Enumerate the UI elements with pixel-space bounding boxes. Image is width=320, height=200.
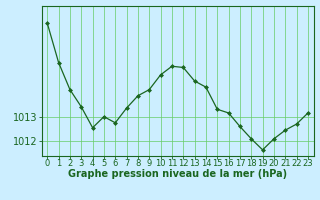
X-axis label: Graphe pression niveau de la mer (hPa): Graphe pression niveau de la mer (hPa) bbox=[68, 169, 287, 179]
